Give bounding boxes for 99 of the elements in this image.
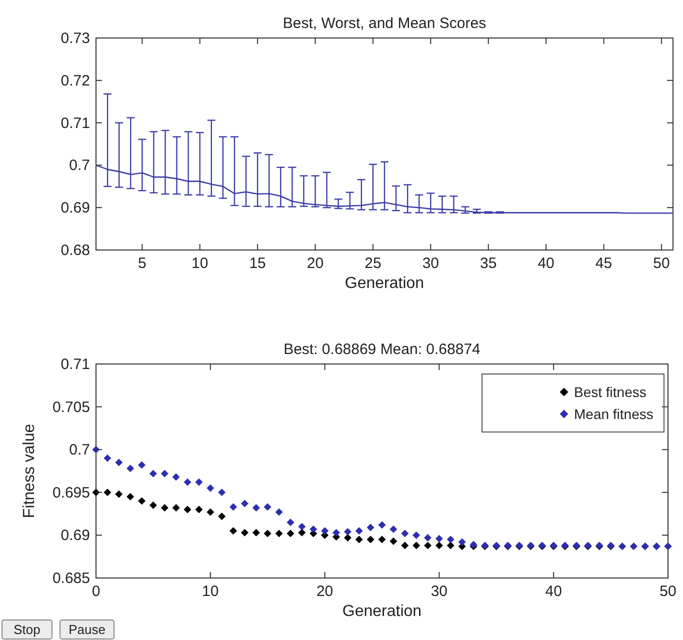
point [240, 500, 248, 508]
point [264, 530, 272, 538]
x-tick-label: 10 [202, 583, 219, 600]
point [252, 504, 260, 512]
point [218, 512, 226, 520]
point [458, 538, 466, 546]
point [435, 534, 443, 542]
point [446, 542, 454, 550]
y-tick-label: 0.71 [60, 114, 90, 132]
point [435, 542, 443, 550]
point [446, 536, 454, 544]
y-tick-label: 0.72 [60, 72, 90, 90]
y-tick-label: 0.69 [60, 200, 90, 217]
point [184, 506, 192, 514]
x-tick-label: 0 [92, 583, 100, 600]
x-tick-label: 45 [595, 255, 612, 272]
point [160, 504, 168, 512]
point [92, 488, 100, 496]
chart-title: Best: 0.68869 Mean: 0.68874 [284, 341, 480, 358]
point [321, 527, 329, 535]
point [92, 446, 100, 454]
point [138, 497, 146, 505]
point [195, 478, 203, 486]
point [390, 525, 398, 533]
point [230, 503, 238, 511]
y-tick-label: 0.69 [60, 527, 90, 544]
y-tick-label: 0.68 [60, 242, 90, 259]
point [412, 531, 420, 539]
point [390, 537, 398, 545]
point [286, 518, 294, 526]
point [160, 470, 168, 478]
point [275, 530, 283, 538]
x-tick-label: 40 [545, 583, 562, 600]
point [298, 522, 306, 530]
point [275, 508, 283, 516]
x-tick-label: 5 [138, 255, 146, 272]
point [264, 503, 272, 511]
point [172, 473, 180, 481]
point [230, 527, 238, 535]
legend-label: Best fitness [574, 384, 646, 400]
chart-title: Best, Worst, and Mean Scores [282, 15, 486, 32]
y-tick-label: 0.695 [52, 484, 90, 502]
point [366, 536, 374, 544]
point [355, 536, 363, 544]
point [401, 530, 409, 538]
point [138, 461, 146, 469]
y-tick-label: 0.705 [52, 398, 90, 416]
point [206, 508, 214, 516]
x-tick-label: 20 [306, 255, 324, 272]
legend-label: Mean fitness [574, 406, 654, 422]
point [424, 542, 432, 550]
x-tick-label: 50 [660, 583, 676, 600]
point [424, 534, 432, 542]
x-tick-label: 25 [364, 255, 382, 272]
y-tick-label: 0.7 [69, 157, 90, 174]
point [252, 528, 260, 536]
x-tick-label: 30 [422, 255, 440, 272]
point [355, 527, 363, 535]
point [126, 464, 134, 472]
point [344, 528, 352, 536]
x-tick-label: 10 [192, 255, 208, 272]
point [240, 528, 248, 536]
point [218, 488, 226, 496]
point [104, 454, 112, 462]
x-tick-label: 30 [430, 583, 448, 600]
point [412, 542, 420, 550]
x-tick-label: 15 [249, 255, 266, 272]
point [104, 488, 112, 496]
x-tick-label: 40 [538, 255, 554, 272]
y-tick-label: 0.7 [69, 442, 90, 459]
point [172, 504, 180, 512]
x-tick-label: 20 [316, 583, 334, 600]
x-tick-label: 35 [480, 255, 497, 272]
point [378, 521, 386, 529]
point [184, 478, 192, 486]
point [401, 542, 409, 550]
point [115, 458, 123, 466]
y-tick-label: 0.73 [60, 30, 90, 47]
point [366, 524, 374, 532]
x-tick-label: 50 [653, 255, 670, 272]
button: Pause [60, 620, 114, 640]
point [195, 506, 203, 514]
y-tick-label: 0.685 [52, 570, 90, 587]
x-axis-title: Generation [342, 603, 422, 620]
point [344, 534, 352, 542]
point [286, 530, 294, 538]
point [126, 492, 134, 500]
y-axis-title: Fitness value [21, 424, 38, 518]
point [206, 484, 214, 492]
point [310, 525, 318, 533]
point [332, 528, 340, 536]
y-tick-label: 0.71 [60, 356, 90, 373]
button: Stop [2, 620, 52, 640]
point [115, 490, 123, 498]
x-axis-title: Generation [344, 275, 424, 292]
point [378, 536, 386, 544]
point [149, 470, 157, 478]
point [298, 528, 306, 536]
point [149, 501, 157, 509]
